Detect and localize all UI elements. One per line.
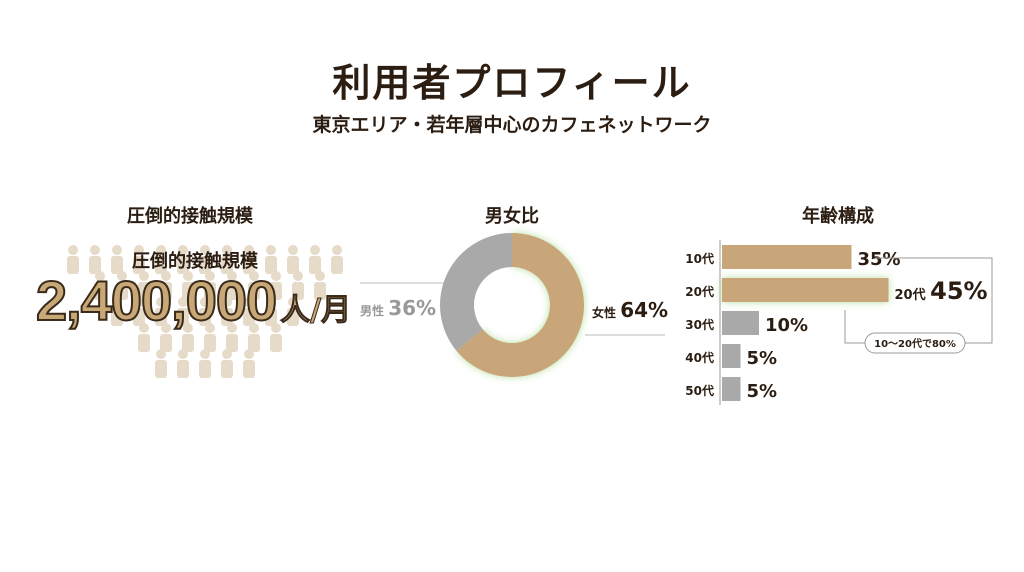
gender-section-title: 男女比 bbox=[485, 206, 539, 227]
person-icon bbox=[133, 245, 145, 274]
person-icon bbox=[265, 245, 277, 274]
person-icon bbox=[248, 323, 260, 352]
male-value: 36% bbox=[388, 296, 437, 320]
person-icon bbox=[226, 271, 238, 300]
person-icon bbox=[265, 297, 277, 326]
bar-20代 bbox=[722, 278, 889, 302]
person-icon bbox=[243, 245, 255, 274]
person-icon bbox=[182, 271, 194, 300]
person-icon bbox=[177, 245, 189, 274]
bar-40代 bbox=[722, 344, 741, 368]
category-label: 40代 bbox=[685, 350, 714, 365]
value-label: 35% bbox=[858, 249, 901, 270]
person-icon bbox=[314, 271, 326, 300]
person-icon bbox=[226, 323, 238, 352]
person-icon bbox=[111, 297, 123, 326]
category-label: 20代 bbox=[685, 284, 714, 299]
person-icon bbox=[155, 297, 167, 326]
person-icon bbox=[94, 271, 106, 300]
reach-unit: 人/月 bbox=[280, 293, 352, 329]
female-label: 女性 bbox=[592, 306, 617, 320]
person-icon bbox=[270, 271, 282, 300]
person-icon bbox=[155, 245, 167, 274]
annotation-text: 10〜20代で80% bbox=[874, 337, 956, 350]
person-icon bbox=[199, 349, 211, 378]
person-icon bbox=[177, 349, 189, 378]
person-icon bbox=[89, 245, 101, 274]
gender-donut-chart bbox=[360, 233, 665, 377]
donut-slice-male bbox=[440, 233, 512, 351]
person-icon bbox=[287, 297, 299, 326]
person-icon bbox=[199, 245, 211, 274]
person-icon bbox=[199, 297, 211, 326]
bracket-line bbox=[844, 257, 993, 344]
person-icon bbox=[138, 323, 150, 352]
highlight-value-label: 20代 45% bbox=[895, 277, 988, 305]
bar-10代 bbox=[722, 245, 852, 269]
bar-50代 bbox=[722, 377, 741, 401]
person-icon bbox=[155, 349, 167, 378]
person-icon bbox=[204, 271, 216, 300]
person-icon bbox=[67, 245, 79, 274]
value-label: 5% bbox=[747, 381, 778, 402]
person-icon bbox=[182, 323, 194, 352]
male-label: 男性 bbox=[360, 304, 385, 318]
page-title: 利用者プロフィール bbox=[332, 61, 692, 105]
value-label: 5% bbox=[747, 348, 778, 369]
reach-section-title: 圧倒的接触規模 bbox=[127, 206, 253, 227]
person-icon bbox=[116, 271, 128, 300]
person-icon bbox=[243, 297, 255, 326]
reach-value: 2,400,000 bbox=[35, 268, 278, 333]
person-icon bbox=[287, 245, 299, 274]
person-icon bbox=[309, 245, 321, 274]
age-section-title: 年齢構成 bbox=[802, 206, 874, 227]
page-subtitle: 東京エリア・若年層中心のカフェネットワーク bbox=[312, 114, 712, 136]
crowd-people-icon bbox=[67, 245, 343, 378]
female-value: 64% bbox=[620, 298, 669, 322]
person-icon bbox=[221, 297, 233, 326]
person-icon bbox=[160, 271, 172, 300]
category-label: 50代 bbox=[685, 383, 714, 398]
reach-label: 圧倒的接触規模 bbox=[132, 251, 258, 272]
annotation-pill bbox=[864, 332, 966, 354]
value-label: 10% bbox=[765, 315, 808, 336]
person-icon bbox=[248, 271, 260, 300]
person-icon bbox=[243, 349, 255, 378]
person-icon bbox=[221, 349, 233, 378]
person-icon bbox=[160, 323, 172, 352]
person-icon bbox=[204, 323, 216, 352]
category-label: 30代 bbox=[685, 317, 714, 332]
person-icon bbox=[270, 323, 282, 352]
person-icon bbox=[331, 245, 343, 274]
bar-30代 bbox=[722, 311, 759, 335]
person-icon bbox=[138, 271, 150, 300]
person-icon bbox=[133, 297, 145, 326]
category-label: 10代 bbox=[685, 251, 714, 266]
person-icon bbox=[292, 271, 304, 300]
person-icon bbox=[221, 245, 233, 274]
person-icon bbox=[177, 297, 189, 326]
person-icon bbox=[111, 245, 123, 274]
age-bar-chart: 10代 35% 20代 20代 45% 30代 10% 40代 5% 50代 5% 10〜20代で8… bbox=[685, 240, 993, 405]
donut-slice-female bbox=[456, 233, 584, 377]
